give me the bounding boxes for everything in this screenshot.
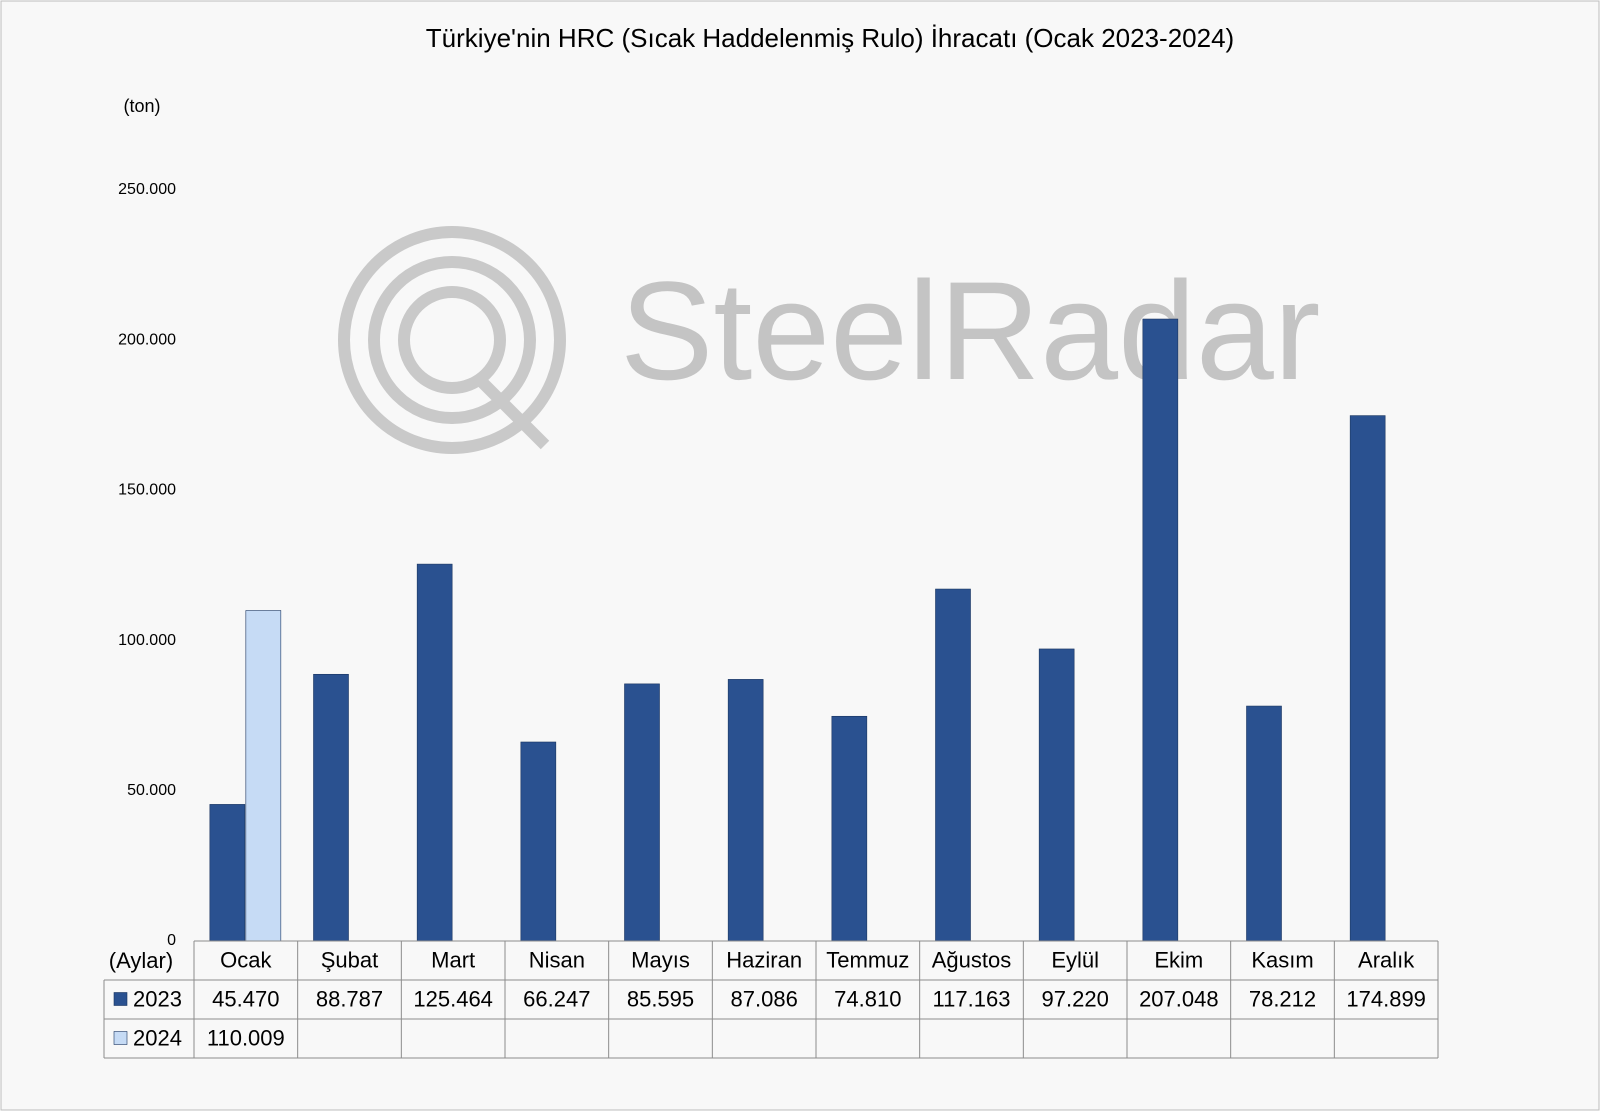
data-label: 45.470 (212, 986, 279, 1011)
data-label: 174.899 (1346, 986, 1426, 1011)
data-label: 66.247 (523, 986, 590, 1011)
data-label: 97.220 (1042, 986, 1109, 1011)
x-tick-label: Kasım (1251, 947, 1313, 972)
x-tick-label: Şubat (321, 947, 379, 972)
x-tick-label: Mayıs (631, 947, 690, 972)
data-label: 74.810 (834, 986, 901, 1011)
data-label: 88.787 (316, 986, 383, 1011)
legend-label: 2024 (133, 1025, 182, 1050)
y-tick-label: 0 (167, 932, 176, 949)
watermark: SteelRadar (620, 252, 1320, 409)
watermark-logo (338, 226, 566, 454)
x-tick-label: Ekim (1154, 947, 1203, 972)
x-tick-label: Ocak (220, 947, 272, 972)
data-label: 110.009 (207, 1025, 285, 1050)
bar (245, 610, 282, 942)
y-tick-label: 100.000 (118, 632, 176, 649)
y-tick-label: 200.000 (118, 331, 176, 348)
data-label: 117.163 (933, 986, 1011, 1011)
bar (831, 715, 868, 942)
x-tick-label: Haziran (726, 947, 802, 972)
y-tick-label: 150.000 (118, 482, 176, 499)
bar (1349, 415, 1386, 942)
x-tick-label: Ağustos (932, 947, 1012, 972)
chart-title: Türkiye'nin HRC (Sıcak Haddelenmiş Rulo)… (426, 23, 1234, 53)
data-label: 207.048 (1139, 986, 1219, 1011)
bar (1246, 705, 1282, 942)
bar (624, 683, 660, 942)
y-tick-label: 250.000 (118, 181, 176, 198)
legend-key (113, 992, 128, 1006)
y-axis-label: (ton) (123, 96, 160, 116)
bar (416, 563, 453, 942)
x-tick-label: Temmuz (826, 947, 909, 972)
bar (209, 804, 246, 942)
bar (1142, 318, 1179, 942)
legend-label: 2023 (133, 986, 182, 1011)
bar (520, 741, 557, 942)
y-tick-label: 50.000 (127, 782, 176, 799)
legend-key (113, 1031, 128, 1045)
x-tick-label: Mart (431, 947, 475, 972)
x-tick-label: Nisan (529, 947, 585, 972)
x-axis-label: (Aylar) (109, 948, 173, 973)
bar (727, 679, 764, 942)
data-label: 78.212 (1249, 986, 1316, 1011)
data-label: 85.595 (627, 986, 694, 1011)
bar (935, 588, 971, 942)
bar (313, 673, 349, 942)
x-tick-label: Eylül (1051, 947, 1099, 972)
bar (1038, 648, 1075, 942)
data-label: 125.464 (413, 986, 493, 1011)
data-label: 87.086 (731, 986, 798, 1011)
x-tick-label: Aralık (1358, 947, 1415, 972)
